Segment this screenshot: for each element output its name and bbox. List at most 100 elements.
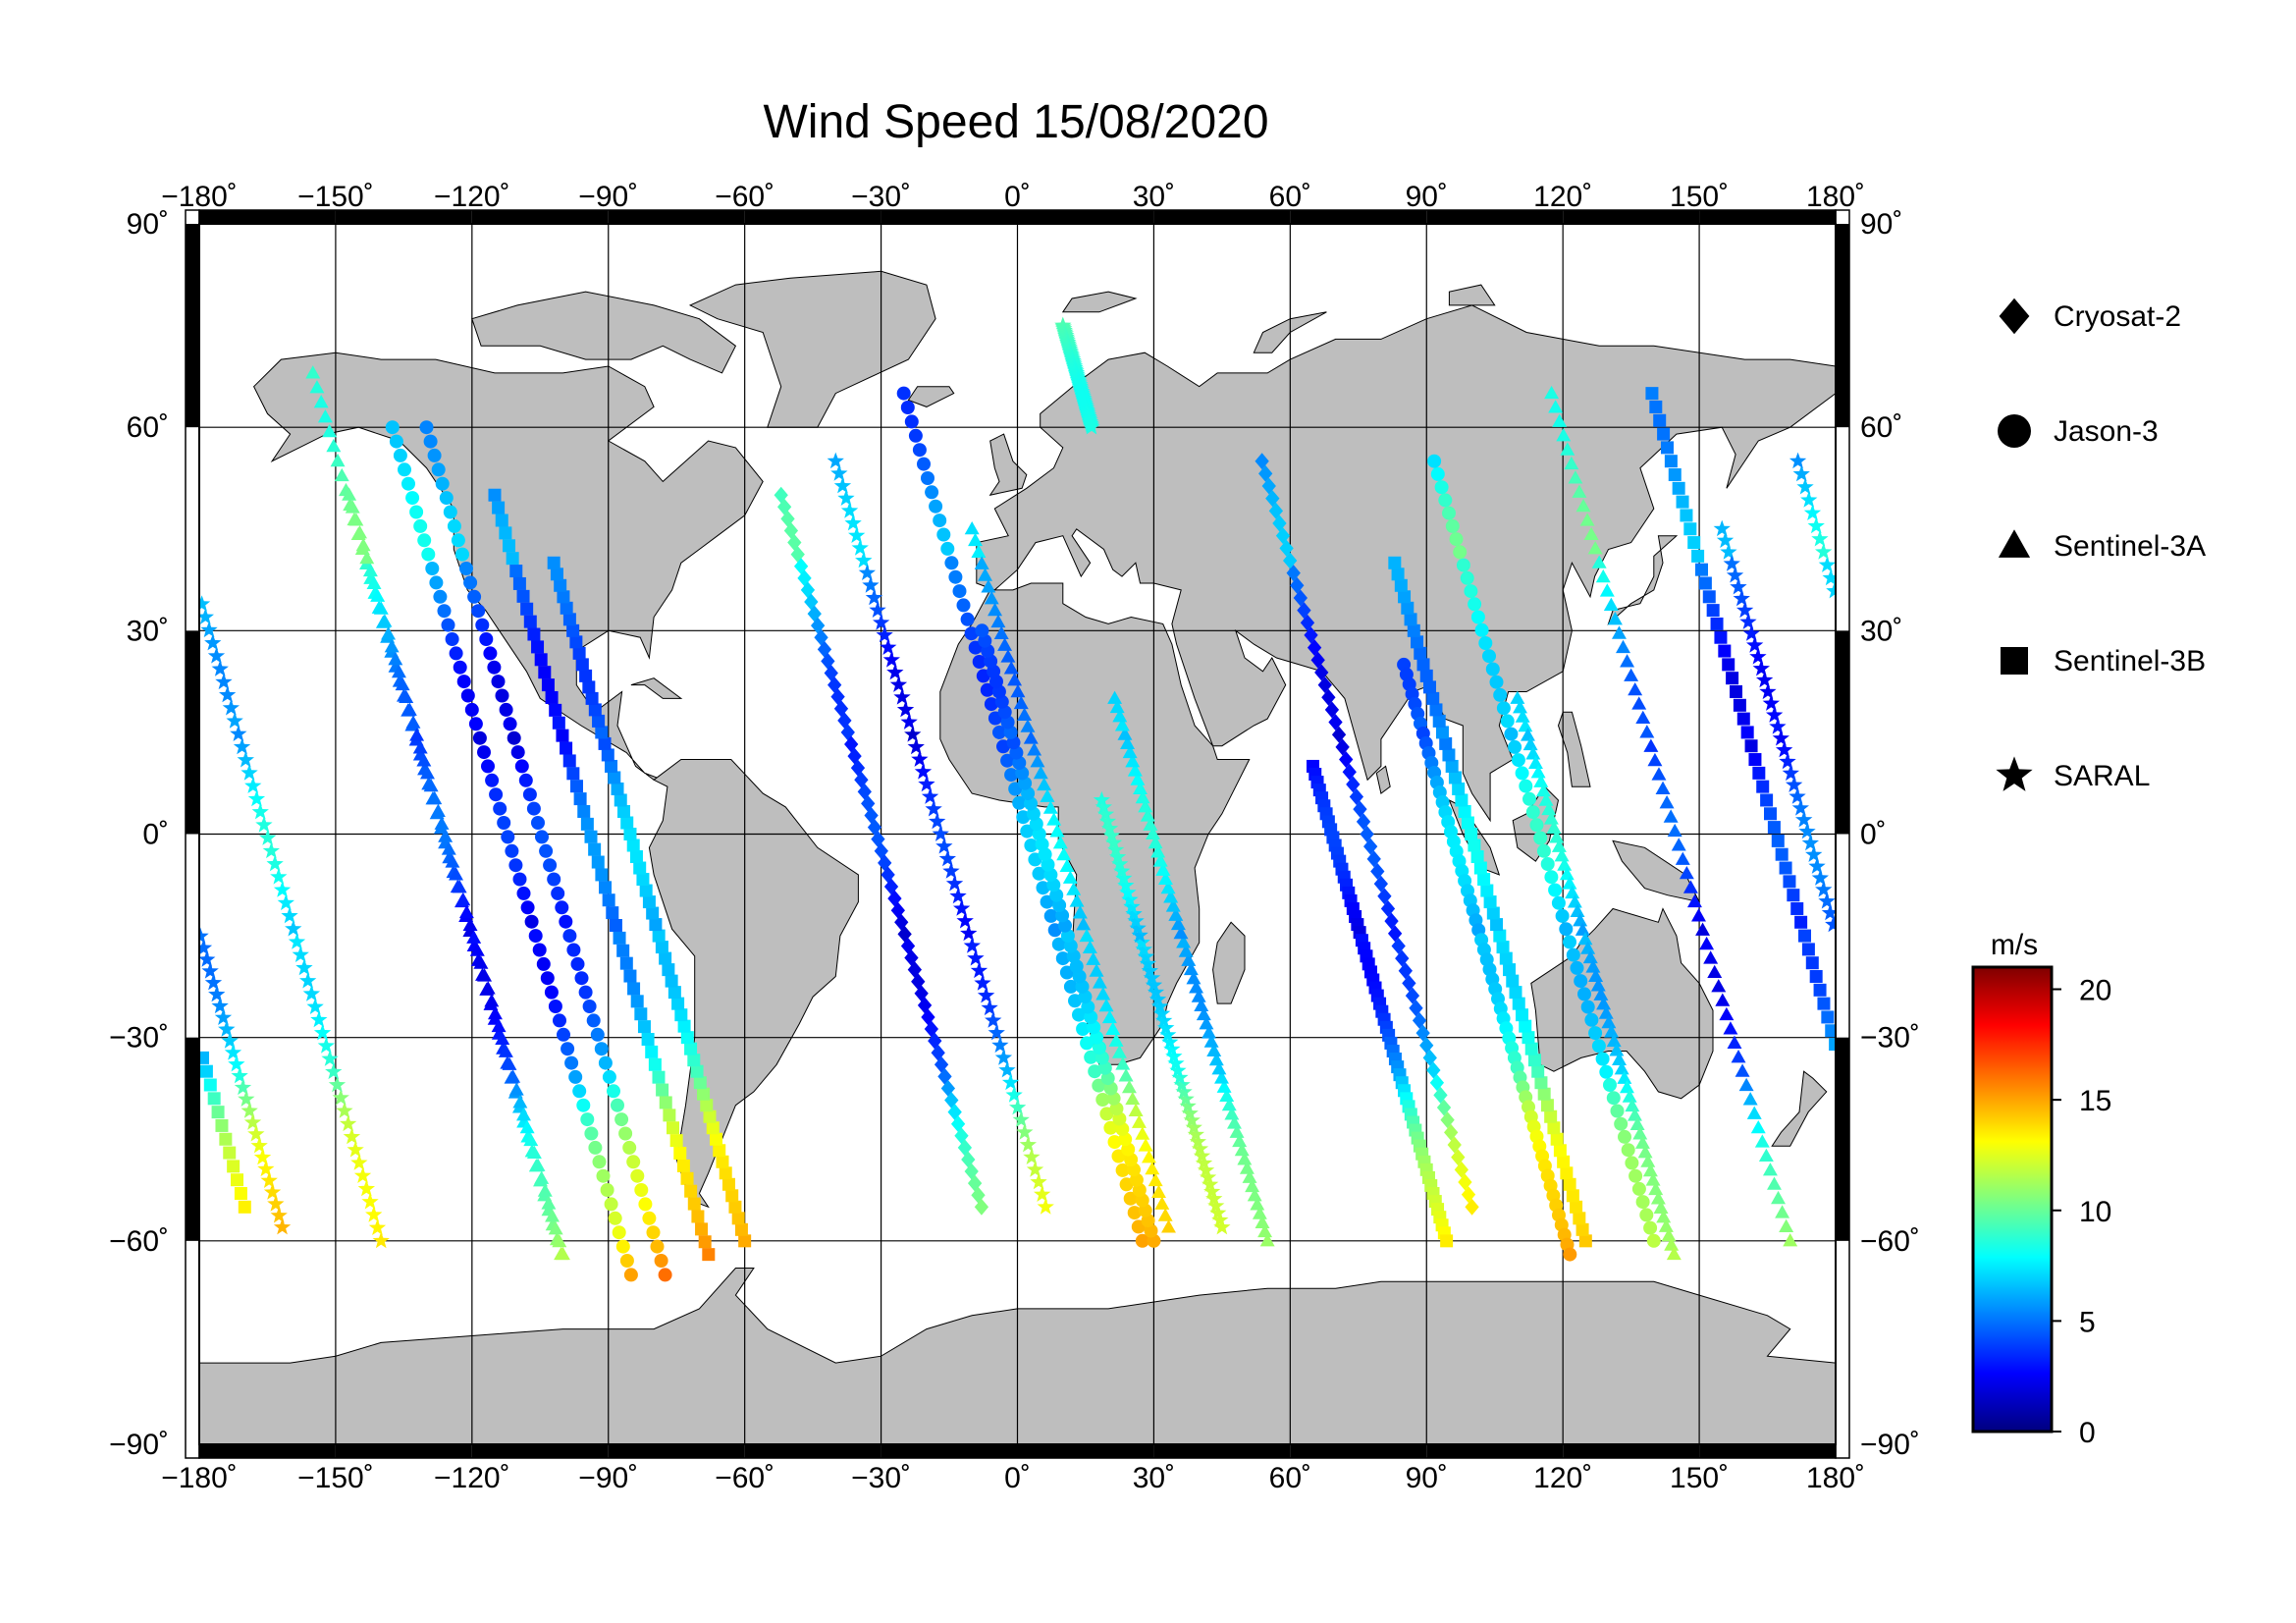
track-point xyxy=(435,476,450,491)
track-point xyxy=(1524,1042,1538,1055)
track-point xyxy=(1680,509,1693,522)
track-point xyxy=(1645,1172,1661,1186)
track-point xyxy=(1395,949,1410,967)
track-point xyxy=(1603,1078,1617,1092)
track-point xyxy=(493,801,507,816)
track-point xyxy=(556,729,569,742)
track-point xyxy=(1750,1119,1766,1134)
track-point xyxy=(917,457,931,471)
track-point xyxy=(447,518,461,533)
track-point xyxy=(1063,979,1078,994)
legend-marker xyxy=(1996,756,2033,791)
track-point xyxy=(1555,908,1570,923)
track-point xyxy=(384,639,400,653)
track-point xyxy=(1541,801,1557,816)
track-point xyxy=(595,868,609,882)
track-point xyxy=(1194,998,1209,1011)
track-point xyxy=(211,660,229,676)
track-point xyxy=(1758,1148,1774,1163)
track-point xyxy=(1543,811,1559,825)
frame-bar-top xyxy=(608,210,745,224)
track-point xyxy=(1489,675,1504,689)
track-point xyxy=(1154,1196,1170,1210)
track-point xyxy=(228,1055,245,1072)
track-point xyxy=(566,623,580,637)
track-point xyxy=(1682,880,1698,893)
track-point xyxy=(1439,736,1453,750)
track-point xyxy=(974,1198,989,1216)
track-point xyxy=(1114,718,1130,731)
track-point xyxy=(451,533,465,548)
track-point xyxy=(964,520,980,535)
track-point xyxy=(1103,1120,1118,1135)
track-point xyxy=(398,462,411,477)
track-point xyxy=(1666,1246,1682,1261)
track-point xyxy=(1533,774,1549,787)
track-point xyxy=(481,759,495,774)
track-point xyxy=(655,941,668,954)
track-point xyxy=(871,831,885,848)
track-point xyxy=(990,614,1006,628)
track-point xyxy=(646,906,660,920)
track-point xyxy=(1242,1169,1257,1183)
track-point xyxy=(1579,513,1595,526)
track-point xyxy=(443,505,457,519)
track-point xyxy=(827,452,844,469)
track-point xyxy=(1726,672,1739,685)
track-point xyxy=(1079,928,1095,943)
track-point xyxy=(226,712,243,729)
track-point xyxy=(1411,635,1424,649)
track-point xyxy=(430,803,446,818)
frame-bar-bottom xyxy=(881,1444,1018,1458)
track-point xyxy=(1789,787,1806,804)
track-point xyxy=(1189,980,1204,994)
track-point xyxy=(553,1013,566,1028)
track-point xyxy=(1504,727,1519,741)
track-point xyxy=(1042,800,1058,814)
lon-tick-top: −120˚ xyxy=(434,181,510,213)
track-point xyxy=(536,956,551,971)
track-point xyxy=(706,1121,720,1135)
track-point xyxy=(200,621,218,638)
track-point xyxy=(527,627,541,641)
track-point xyxy=(1771,1190,1787,1205)
land-new-zealand xyxy=(1771,1070,1828,1147)
track-point xyxy=(858,564,876,580)
track-point xyxy=(1625,1156,1639,1170)
track-point xyxy=(445,854,460,868)
track-point xyxy=(1746,1106,1762,1119)
track-point xyxy=(1098,812,1117,830)
track-point xyxy=(984,697,998,712)
track-point xyxy=(1668,468,1682,482)
track-point xyxy=(441,618,455,632)
track-point xyxy=(1201,1175,1219,1192)
lon-tick-top: 0˚ xyxy=(1004,181,1031,213)
track-point xyxy=(1796,478,1814,495)
lon-tick-top: 60˚ xyxy=(1269,181,1311,213)
track-point xyxy=(1426,691,1440,705)
track-point xyxy=(1577,931,1593,946)
track-point xyxy=(1614,1116,1629,1131)
map-border xyxy=(185,209,1850,1459)
track-point xyxy=(1643,1220,1658,1235)
track-point xyxy=(510,745,525,760)
track-point xyxy=(921,787,939,804)
track-point xyxy=(253,1148,272,1165)
track-point xyxy=(1531,1064,1545,1078)
track-point xyxy=(1625,1098,1640,1112)
track-point xyxy=(520,900,535,915)
track-point xyxy=(1775,847,1789,861)
track-point xyxy=(980,682,994,697)
track-point xyxy=(1461,1186,1476,1204)
track-point xyxy=(1201,1025,1217,1039)
track-point xyxy=(1723,555,1740,571)
lat-tick-right: 90˚ xyxy=(1860,208,1902,241)
track-point xyxy=(1237,1152,1253,1165)
track-point xyxy=(1547,1121,1561,1135)
track-point xyxy=(1187,1125,1204,1143)
track-point xyxy=(882,651,900,668)
track-point xyxy=(1477,873,1491,887)
track-point xyxy=(572,1084,587,1099)
track-point xyxy=(1515,709,1530,723)
track-point xyxy=(502,1056,517,1070)
